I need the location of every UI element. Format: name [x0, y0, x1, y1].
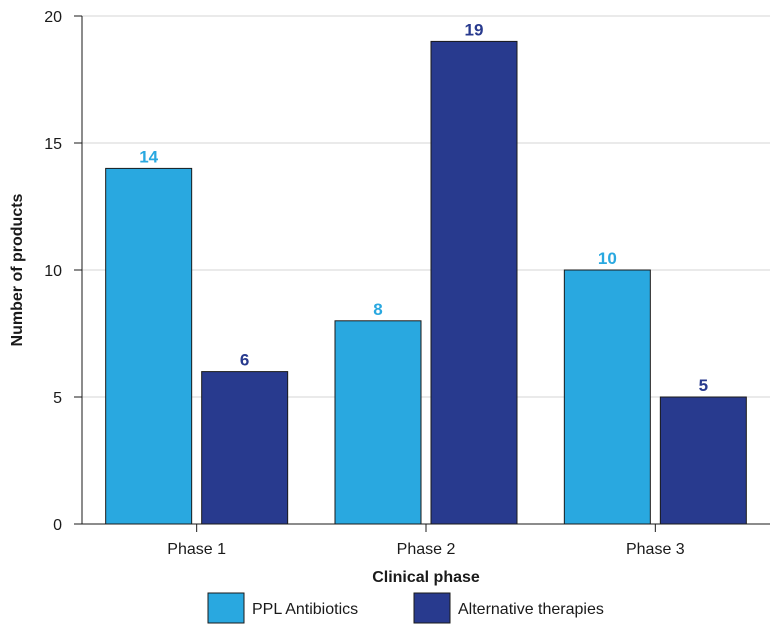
bar-ppl-antibiotics-3 — [563, 269, 651, 525]
data-label: 10 — [598, 249, 617, 268]
x-tick-label: Phase 1 — [167, 541, 226, 558]
bar-ppl-antibiotics-1 — [105, 167, 193, 525]
data-label: 8 — [373, 300, 382, 319]
bar-alternative-therapies-2 — [430, 40, 518, 525]
x-axis-title: Clinical phase — [372, 569, 480, 586]
legend-label: Alternative therapies — [458, 601, 604, 618]
y-tick-label: 15 — [44, 136, 62, 153]
data-label: 5 — [699, 376, 708, 395]
bar-alternative-therapies-1 — [201, 371, 289, 525]
x-tick-label: Phase 3 — [626, 541, 685, 558]
y-tick-label: 20 — [44, 9, 62, 26]
y-tick-label: 0 — [53, 517, 62, 534]
data-label: 19 — [465, 20, 484, 39]
data-labels: 14 6 8 19 10 5 — [139, 20, 708, 395]
y-axis-ticks: 0 5 10 15 20 — [44, 9, 82, 534]
gridlines — [82, 15, 770, 398]
legend-swatch — [413, 592, 451, 624]
y-tick-label: 5 — [53, 390, 62, 407]
bars — [105, 40, 747, 525]
y-axis-title: Number of products — [9, 193, 26, 346]
data-label: 14 — [139, 147, 158, 166]
x-axis-ticks: Phase 1 Phase 2 Phase 3 — [167, 524, 685, 558]
bar-ppl-antibiotics-2 — [334, 320, 422, 525]
bar-alternative-therapies-3 — [659, 396, 747, 525]
legend: PPL Antibiotics Alternative therapies — [207, 592, 604, 624]
y-tick-label: 10 — [44, 263, 62, 280]
x-tick-label: Phase 2 — [397, 541, 456, 558]
legend-label: PPL Antibiotics — [252, 601, 358, 618]
legend-swatch — [207, 592, 245, 624]
data-label: 6 — [240, 351, 249, 370]
